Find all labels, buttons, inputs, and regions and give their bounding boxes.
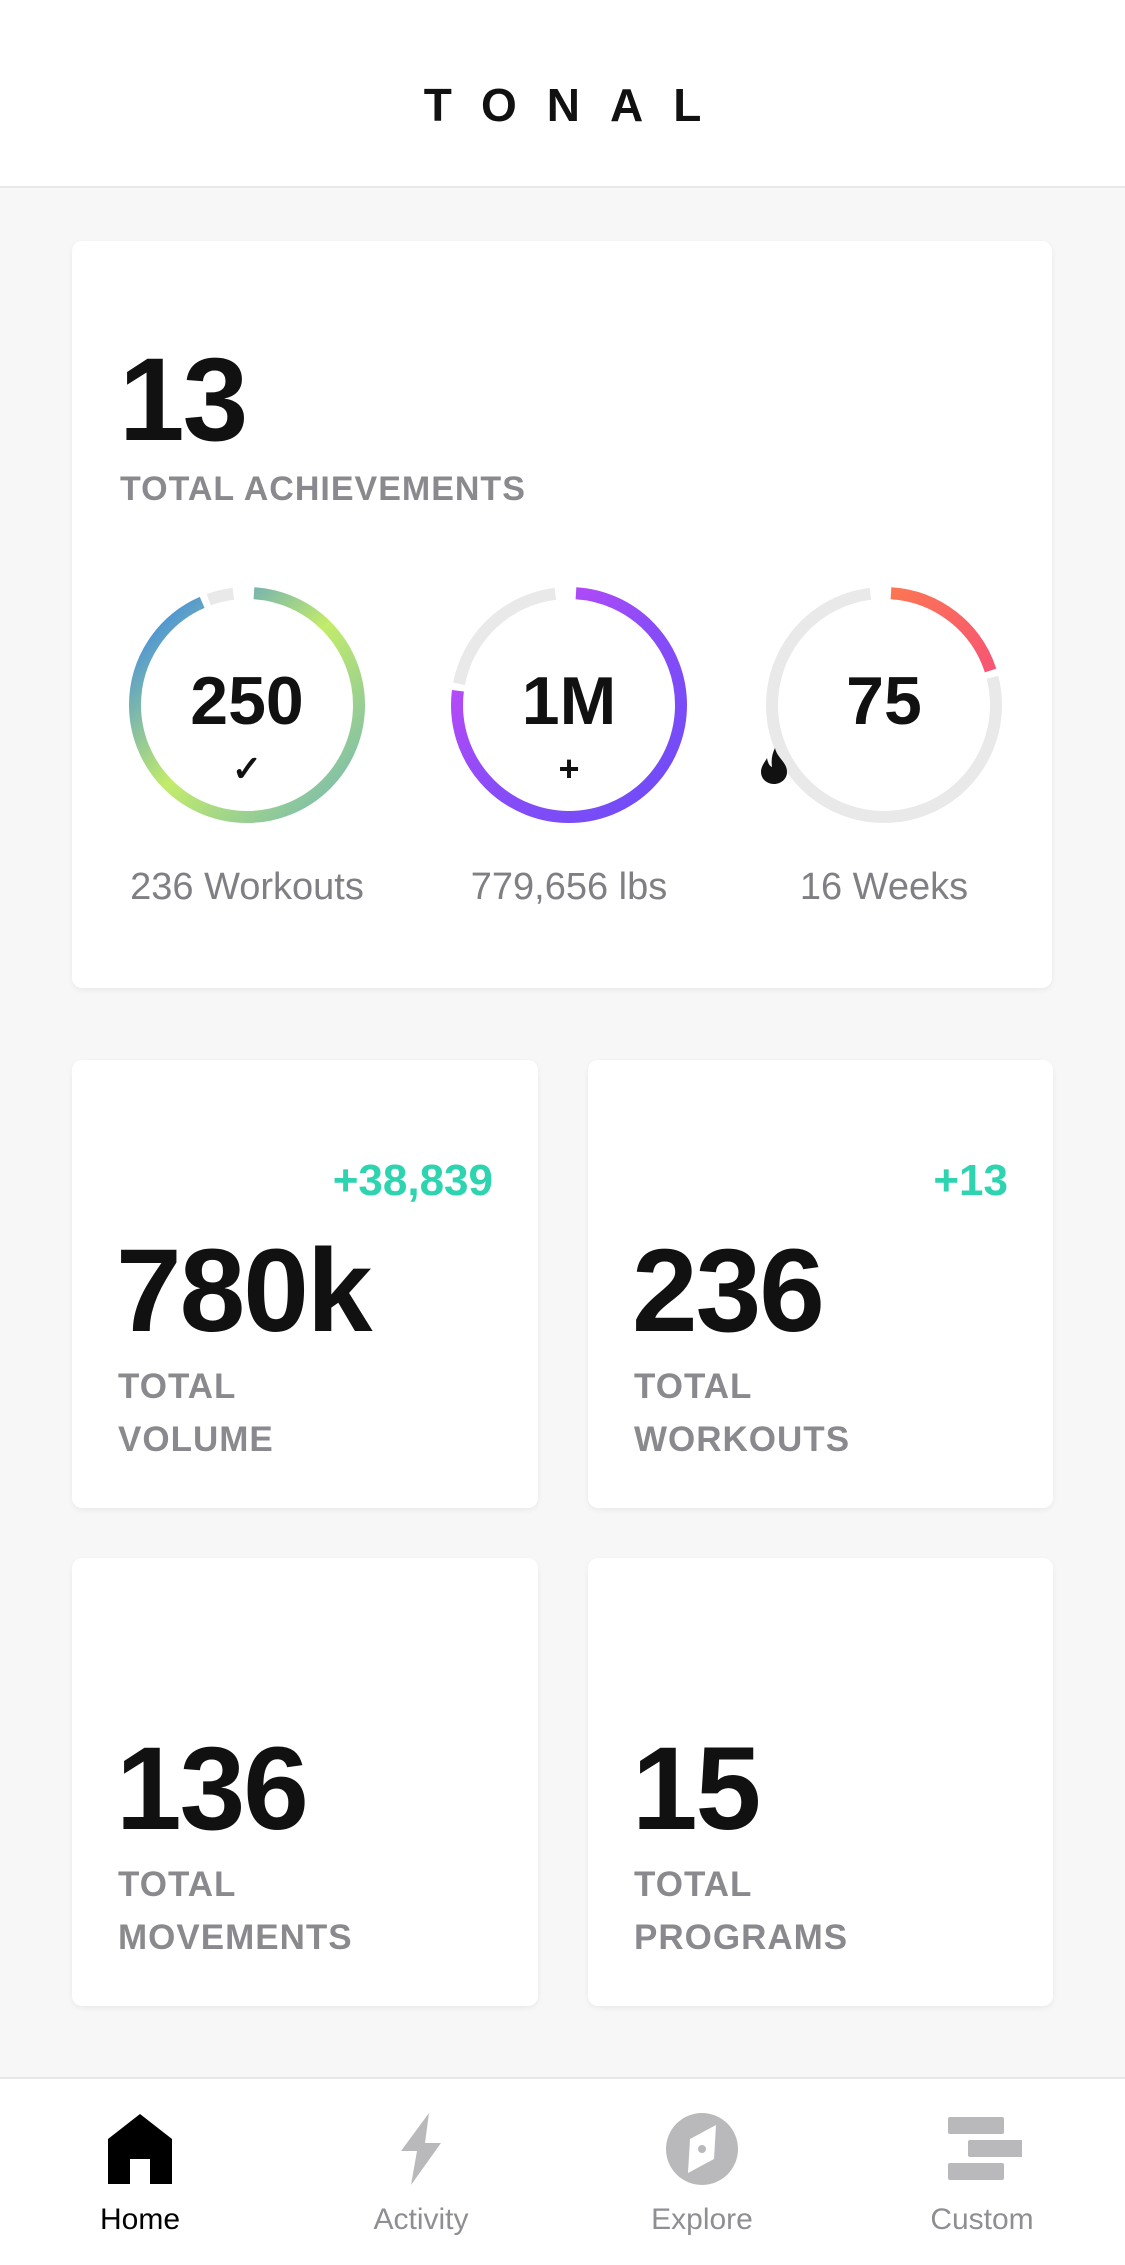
- stat-value: 15: [632, 1723, 761, 1855]
- stat-delta: +13: [933, 1156, 1008, 1205]
- ring-progress: [129, 587, 365, 823]
- progress-ring: [451, 587, 687, 823]
- ring-streak[interactable]: 75: [759, 580, 1009, 830]
- stat-value: 136: [116, 1723, 309, 1855]
- home-icon: [108, 2114, 172, 2184]
- lightning-icon: [401, 2113, 441, 2185]
- stat-label: TOTAL PROGRAMS: [634, 1865, 849, 1957]
- plus-icon: +: [558, 748, 580, 789]
- achievements-count: 13: [119, 334, 248, 466]
- stat-label: TOTAL MOVEMENTS: [118, 1865, 353, 1957]
- stat-label: TOTAL WORKOUTS: [634, 1367, 851, 1459]
- nav-explore[interactable]: Explore: [602, 2109, 802, 2237]
- ring-value: 250: [190, 663, 304, 739]
- ring-track: [766, 587, 1002, 823]
- check-icon: ✓: [231, 748, 263, 789]
- compass-icon: [666, 2113, 738, 2185]
- ring-value: 1M: [521, 663, 617, 739]
- ring-caption-volume: 779,656 lbs: [470, 866, 668, 908]
- nav-activity[interactable]: Activity: [321, 2109, 521, 2237]
- custom-bars-icon: [948, 2117, 1022, 2180]
- ring-value: 75: [846, 663, 922, 739]
- stat-card-programs[interactable]: 15 TOTAL PROGRAMS: [588, 1558, 1053, 2006]
- bottom-nav: Home Activity Explore Custom: [0, 2077, 1125, 2265]
- app-header: TONAL: [0, 0, 1125, 188]
- achievements-card[interactable]: 13 TOTAL ACHIEVEMENTS: [72, 241, 1052, 988]
- stat-card-movements[interactable]: 136 TOTAL MOVEMENTS: [72, 1558, 538, 2006]
- stat-label: TOTAL VOLUME: [118, 1367, 274, 1459]
- nav-custom[interactable]: Custom: [882, 2109, 1082, 2237]
- ring-volume[interactable]: 1M +: [444, 580, 694, 830]
- tonal-logo: TONAL: [423, 79, 732, 131]
- nav-home[interactable]: Home: [40, 2109, 240, 2237]
- ring-caption-workouts: 236 Workouts: [130, 866, 364, 908]
- ring-workouts[interactable]: 250 ✓: [122, 580, 372, 830]
- stat-card-volume[interactable]: +38,839 780k TOTAL VOLUME: [72, 1060, 538, 1508]
- ring-caption-streak: 16 Weeks: [799, 866, 969, 908]
- achievements-label: TOTAL ACHIEVEMENTS: [120, 470, 526, 508]
- ring-progress: [451, 587, 687, 823]
- progress-ring: [129, 587, 365, 823]
- stat-delta: +38,839: [332, 1156, 493, 1205]
- stat-value: 236: [632, 1225, 825, 1357]
- progress-ring: [766, 587, 1002, 823]
- stat-card-workouts[interactable]: +13 236 TOTAL WORKOUTS: [588, 1060, 1053, 1508]
- stat-value: 780k: [116, 1225, 373, 1357]
